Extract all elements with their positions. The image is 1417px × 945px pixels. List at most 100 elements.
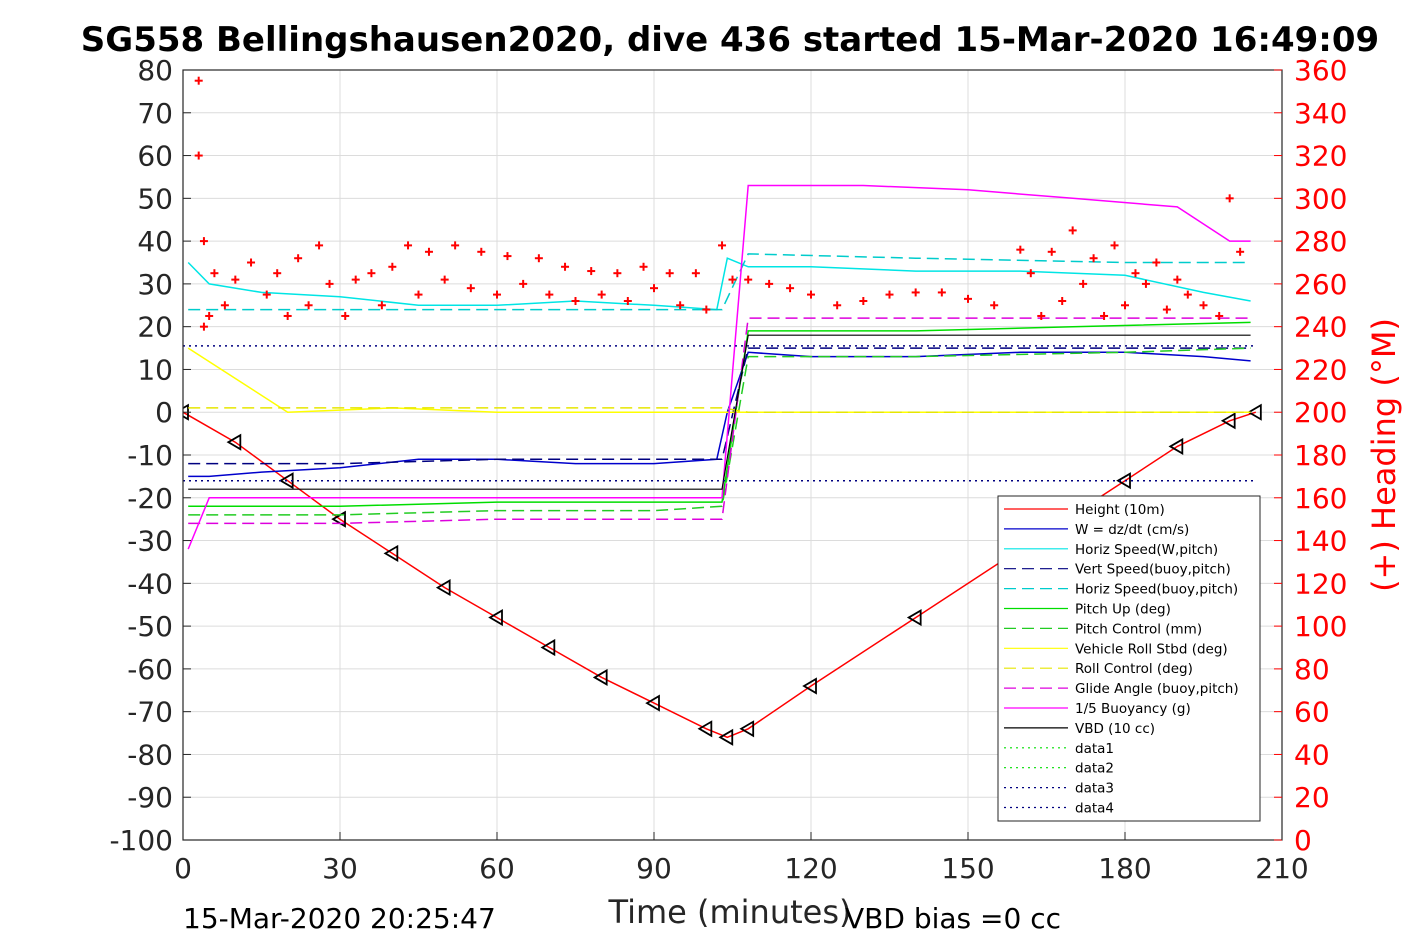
heading-point	[404, 241, 413, 250]
heading-point	[597, 290, 606, 299]
heading-point	[351, 275, 360, 284]
heading-point	[702, 305, 711, 314]
right-tick-label: 180	[1294, 439, 1347, 472]
height-marker	[1247, 403, 1262, 421]
heading-point	[273, 269, 282, 278]
heading-point	[451, 241, 460, 250]
heading-point	[937, 288, 946, 297]
left-tick-label: 60	[137, 140, 173, 173]
legend-label: Horiz Speed(W,pitch)	[1075, 542, 1218, 558]
height-marker	[1220, 412, 1236, 430]
legend-entry: Horiz Speed(W,pitch)	[1004, 542, 1218, 558]
x-axis-label: Time (minutes)	[608, 893, 852, 931]
heading-point	[1199, 301, 1208, 310]
heading-point	[1173, 275, 1182, 284]
left-tick-label: -40	[127, 567, 173, 600]
right-tick-label: 220	[1294, 353, 1347, 386]
heading-point	[587, 267, 596, 276]
legend-label: data1	[1075, 741, 1114, 757]
legend-entry: VBD (10 cc)	[1004, 721, 1155, 737]
legend-label: 1/5 Buoyancy (g)	[1075, 701, 1191, 717]
heading-point	[325, 279, 334, 288]
height-marker	[435, 579, 451, 597]
left-axis-ticks: 80 70 60 50 40 30 20 10 0 -10 -20 -30 -40 -50 -60 -70 -8…	[109, 54, 191, 857]
legend-entry: data1	[1004, 741, 1114, 757]
legend-entry: Pitch Control (mm)	[1004, 621, 1202, 637]
legend-label: Vert Speed(buoy,pitch)	[1075, 562, 1231, 578]
heading-point	[1152, 258, 1161, 267]
heading-point	[262, 290, 271, 299]
series-line-5	[188, 321, 1251, 508]
height-marker	[739, 720, 755, 738]
heading-point	[466, 284, 475, 293]
left-tick-label: -20	[127, 482, 173, 515]
heading-point	[477, 247, 486, 256]
legend: Height (10m) W = dz/dt (cm/s) Horiz Speed(…	[997, 495, 1261, 822]
heading-point	[367, 269, 376, 278]
left-tick-label: 0	[155, 396, 173, 429]
bottom-tick-label: 120	[784, 852, 837, 885]
left-tick-label: 10	[137, 353, 173, 386]
bottom-axis-ticks: 0 30 60 90 120 150 180 210	[174, 832, 1309, 885]
legend-entry: Vert Speed(buoy,pitch)	[1004, 562, 1231, 578]
height-marker	[226, 433, 242, 451]
heading-point	[1110, 241, 1119, 250]
heading-layer	[194, 76, 1245, 331]
left-tick-label: -10	[127, 439, 173, 472]
height-marker	[592, 668, 608, 687]
heading-point	[1037, 311, 1046, 320]
right-tick-label: 160	[1294, 482, 1347, 515]
right-axis-ticks: 3603403203002802602402202001801601401201…	[1274, 54, 1347, 857]
heading-point	[199, 237, 208, 246]
heading-point	[519, 279, 528, 288]
heading-point	[859, 297, 868, 305]
heading-point	[911, 288, 920, 297]
bottom-tick-label: 60	[479, 852, 515, 885]
series-line-0	[183, 411, 1257, 739]
heading-point	[283, 311, 292, 320]
heading-point	[765, 279, 774, 288]
heading-point	[1016, 245, 1025, 254]
heading-point	[220, 301, 229, 310]
heading-point	[1089, 254, 1098, 263]
right-tick-label: 100	[1294, 610, 1347, 643]
height-marker	[540, 638, 556, 657]
heading-point	[503, 252, 512, 261]
heading-point	[561, 262, 570, 271]
legend-label: Pitch Control (mm)	[1075, 621, 1202, 637]
left-tick-label: -90	[127, 781, 173, 814]
left-tick-label: 30	[137, 268, 173, 301]
legend-entry: Roll Control (deg)	[1004, 661, 1193, 677]
left-tick-label: 40	[137, 225, 173, 258]
height-marker	[718, 728, 734, 746]
heading-point	[194, 151, 203, 160]
bottom-tick-label: 210	[1255, 852, 1308, 885]
left-tick-label: 80	[137, 54, 173, 87]
legend-entry: data3	[1004, 781, 1114, 797]
right-tick-label: 0	[1294, 824, 1312, 857]
heading-point	[1100, 311, 1109, 320]
chart-title: SG558 Bellingshausen2020, dive 436 start…	[81, 20, 1379, 60]
heading-point	[205, 311, 214, 320]
height-marker	[383, 544, 399, 562]
footer-timestamp: 15-Mar-2020 20:25:47	[183, 902, 496, 935]
heading-point	[691, 269, 700, 278]
series-line-10	[187, 184, 1251, 550]
heading-point	[388, 262, 397, 271]
legend-entry: Vehicle Roll Stbd (deg)	[1004, 641, 1228, 657]
legend-entry: Glide Angle (buoy,pitch)	[1004, 681, 1239, 697]
right-axis-label: (+) Heading (°M)	[1365, 318, 1403, 592]
right-tick-label: 260	[1294, 268, 1347, 301]
height-marker	[697, 720, 713, 738]
heading-point	[1162, 305, 1171, 314]
series-line-3	[188, 347, 1251, 465]
right-tick-label: 240	[1294, 311, 1347, 344]
heading-point	[1079, 279, 1088, 288]
right-tick-label: 200	[1294, 396, 1347, 429]
bottom-tick-label: 90	[636, 852, 672, 885]
legend-entry: W = dz/dt (cm/s)	[1004, 522, 1189, 538]
heading-point	[676, 301, 685, 310]
legend-label: Vehicle Roll Stbd (deg)	[1075, 641, 1228, 657]
heading-point	[440, 275, 449, 284]
heading-point	[1058, 297, 1067, 305]
